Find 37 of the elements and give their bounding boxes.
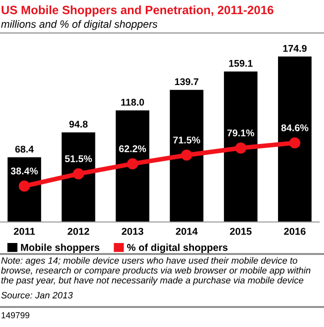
data-label: 38.4% xyxy=(10,168,38,174)
x-tick-label: 2011 xyxy=(14,228,35,235)
point xyxy=(289,137,300,148)
bar xyxy=(278,56,312,222)
bar xyxy=(170,90,204,222)
data-label: 79.1% xyxy=(227,129,254,136)
x-tick-label: 2012 xyxy=(68,228,90,235)
point xyxy=(181,150,192,161)
legend-label: Mobile shoppers xyxy=(21,244,100,253)
bar xyxy=(62,132,96,222)
point xyxy=(72,168,84,180)
x-tick-label: 2015 xyxy=(230,228,252,235)
data-label: 159.1 xyxy=(229,60,253,67)
data-label: 71.5% xyxy=(173,136,200,144)
chart-subtitle: millions and % of digital shoppers xyxy=(1,20,158,30)
text: 149799 xyxy=(2,312,30,318)
bar xyxy=(116,110,150,222)
data-label: 68.4 xyxy=(15,146,34,153)
data-label: 118.0 xyxy=(121,98,144,106)
x-tick-label: 2014 xyxy=(176,228,198,235)
bar xyxy=(8,157,42,222)
x-tick-label: 2016 xyxy=(284,228,306,235)
bar xyxy=(224,71,258,222)
text: Note: ages 14; mobile device users who have used their mobile device to browse, research or compare products via web browser or mobile app within the past year, but have not necessarily made a purchase via mobile device xyxy=(1,257,310,286)
chart-title: US Mobile Shoppers and Penetration, 2011-2016 xyxy=(2,5,274,17)
data-label: 51.5% xyxy=(64,155,92,162)
source-note: Source: Jan 2013 xyxy=(1,292,73,298)
data-label: 139.7 xyxy=(175,78,198,86)
legend-label: % of digital shoppers xyxy=(127,244,228,254)
point xyxy=(18,180,30,192)
data-label: 174.9 xyxy=(283,44,307,52)
point xyxy=(235,142,246,154)
data-label: 94.8 xyxy=(69,120,88,128)
x-tick-label: 2013 xyxy=(122,228,144,235)
data-label: 62.2% xyxy=(119,145,146,152)
data-label: 84.6% xyxy=(281,124,308,132)
point xyxy=(126,158,138,170)
